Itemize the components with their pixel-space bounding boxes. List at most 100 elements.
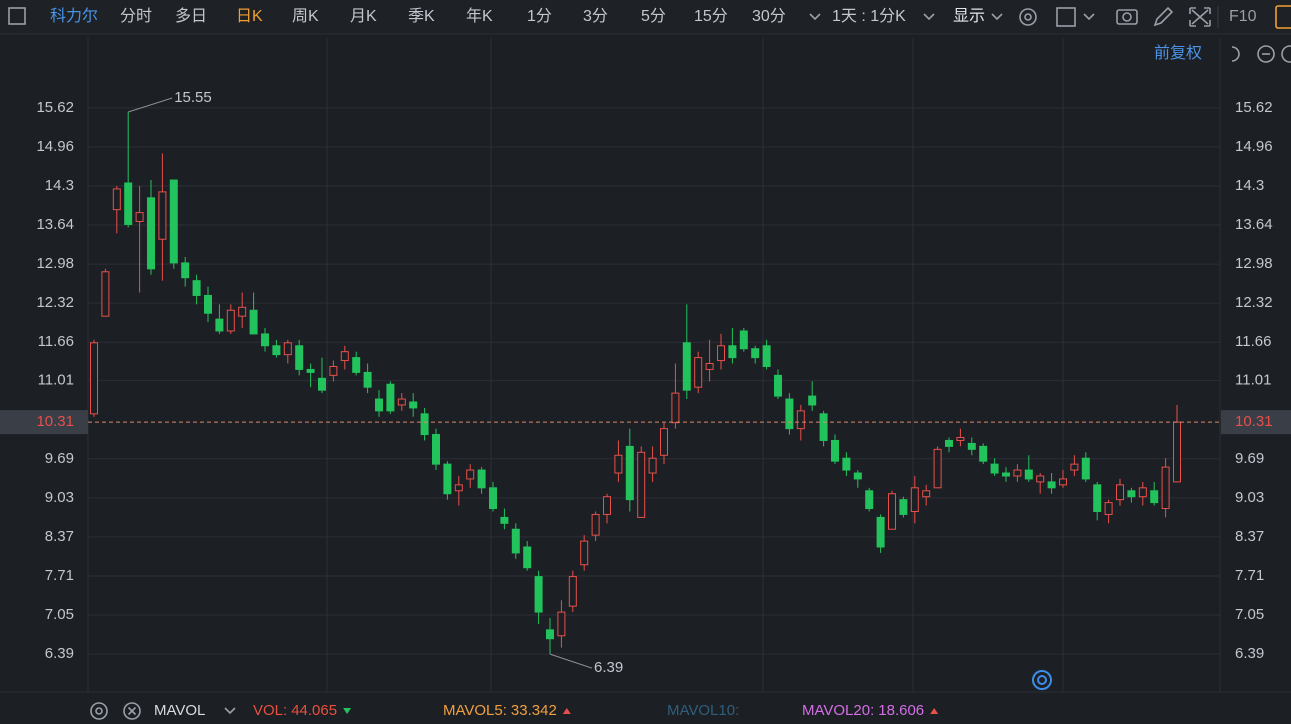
period-tab[interactable]: 30分 (752, 7, 786, 25)
candle-body (591, 513, 600, 536)
period-tab[interactable]: 月K (350, 8, 377, 25)
reset-icon[interactable] (1231, 46, 1240, 62)
candle-body (283, 342, 292, 356)
y-tick-label: 11.66 (1235, 333, 1271, 350)
period-tab[interactable]: 1分 (527, 7, 552, 25)
pencil-icon[interactable] (1153, 6, 1174, 27)
period-tab[interactable]: 日K (236, 8, 263, 25)
candle-body (1150, 490, 1159, 504)
candle-body (318, 377, 326, 391)
period-tab[interactable]: 3分 (583, 7, 608, 25)
stock-name[interactable]: 科力尔 (50, 7, 98, 25)
y-tick-label: 7.05 (45, 606, 74, 623)
candle-body (397, 398, 406, 406)
y-tick-label: 7.71 (45, 567, 74, 584)
candle-body (614, 454, 623, 474)
y-tick-label: 14.96 (1235, 138, 1273, 155)
indicator-name[interactable]: MAVOL (154, 702, 205, 719)
candle-body (500, 516, 509, 524)
candle-body (557, 611, 566, 637)
adjust-mode[interactable]: 前复权 (1154, 44, 1202, 62)
y-tick-label: 8.37 (1235, 528, 1264, 545)
indicator-close-x (127, 706, 137, 716)
candle-body (489, 487, 497, 510)
candle-body (842, 457, 851, 471)
y-tick-label: 14.3 (1235, 177, 1264, 194)
chevron[interactable] (224, 707, 236, 715)
settings-icon[interactable] (1019, 8, 1037, 26)
candle-body (101, 271, 110, 317)
candle-body (249, 309, 258, 335)
candle-body (933, 448, 942, 489)
candle-body (124, 182, 133, 225)
y-tick-label: 14.96 (36, 138, 74, 155)
indicator-label: VOL: (253, 702, 287, 719)
zoom-out-icon[interactable] (1257, 45, 1275, 63)
trend-down (343, 708, 352, 714)
indicator-label: MAVOL10: (667, 702, 739, 719)
period-tab[interactable]: 年K (466, 7, 493, 25)
candle-body (454, 484, 463, 492)
period-tab[interactable]: 周K (292, 8, 319, 25)
indicator-close[interactable] (123, 702, 141, 720)
high-label: 15.55 (174, 89, 212, 106)
candle-body (956, 437, 965, 441)
toolbar (0, 0, 1291, 34)
period-tab[interactable]: 分时 (120, 7, 152, 25)
indicator-settings[interactable] (90, 702, 108, 720)
period-tab[interactable]: 季K (408, 7, 435, 25)
candle-body (226, 309, 235, 332)
high-pointer (128, 97, 173, 113)
candle-body (546, 629, 554, 640)
chevron[interactable] (991, 13, 1003, 21)
last-price-label: 10.31 (1235, 413, 1273, 430)
candle-body (1059, 478, 1067, 486)
candle-body (112, 188, 121, 211)
zoom-in-icon[interactable] (1281, 45, 1291, 63)
candle-body (831, 439, 839, 462)
y-tick-label: 9.69 (1235, 450, 1264, 467)
candle-body (637, 451, 646, 518)
candle-body (147, 197, 155, 270)
candle-body (135, 212, 144, 222)
camera-icon[interactable] (1116, 9, 1138, 25)
y-tick-label: 15.62 (36, 99, 74, 116)
y-tick-label: 15.62 (1235, 99, 1273, 116)
candle-body (1047, 481, 1056, 489)
period-tab[interactable]: 15分 (694, 7, 728, 25)
candle-body (865, 490, 874, 510)
candle-body (1013, 469, 1022, 477)
candle-body (1093, 484, 1102, 512)
candle-body (90, 342, 98, 415)
display-menu[interactable]: 显示 (953, 8, 985, 25)
candle-body (705, 363, 714, 370)
fullscreen-icon[interactable] (1189, 7, 1211, 27)
candle-body (774, 374, 782, 397)
candle-body (762, 345, 771, 367)
sidebar-toggle[interactable] (8, 7, 26, 25)
chevron[interactable] (923, 13, 935, 21)
checkbox-icon[interactable] (1056, 7, 1076, 27)
period-tab[interactable]: 5分 (641, 7, 666, 25)
panel-toggle[interactable] (1275, 5, 1291, 29)
candle-body (272, 345, 281, 356)
y-tick-label: 7.71 (1235, 567, 1264, 584)
candle-body (819, 413, 828, 441)
candle-body (1127, 490, 1136, 498)
candle-body (979, 445, 988, 462)
candle-body (580, 540, 589, 566)
y-tick-label: 6.39 (45, 645, 74, 662)
period-tab[interactable]: 多日 (175, 7, 207, 25)
f10-button[interactable]: F10 (1229, 8, 1257, 25)
candle-body (1081, 457, 1090, 480)
candle-body (1002, 472, 1010, 477)
locate-icon[interactable] (1032, 670, 1052, 690)
chevron[interactable] (809, 13, 821, 21)
period-tabs: 分时 多日 日K 周K 月K 季K 年K 1分 3分 5分 15分 30分 (120, 7, 786, 25)
interval[interactable]: 1天 : 1分K (832, 7, 906, 25)
indicator-value: 33.342 (511, 702, 557, 719)
candle-body (876, 516, 885, 548)
chevron[interactable] (1083, 13, 1095, 21)
candle-body (694, 357, 703, 388)
